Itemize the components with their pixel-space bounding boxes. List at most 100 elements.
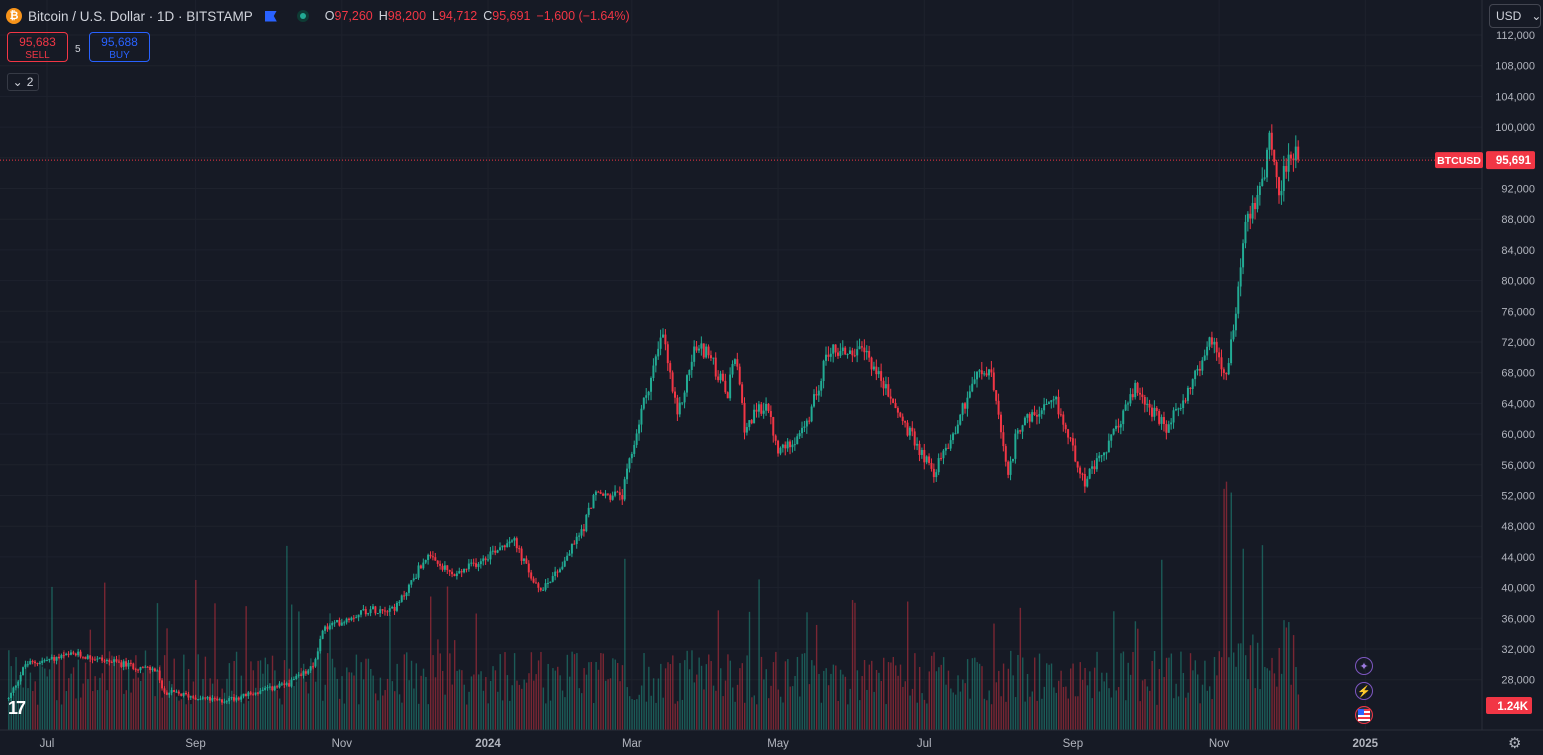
candle-body bbox=[676, 397, 679, 415]
lightning-icon[interactable]: ⚡ bbox=[1355, 682, 1373, 700]
candle-body bbox=[942, 450, 945, 459]
candle-body bbox=[388, 608, 391, 612]
candle-body bbox=[110, 661, 113, 663]
candle-body bbox=[175, 691, 178, 693]
volume-bar bbox=[640, 685, 643, 730]
collapse-indicators-button[interactable]: ⌄ 2 bbox=[7, 73, 39, 91]
candle-body bbox=[592, 494, 595, 509]
y-tick-label: 40,000 bbox=[1501, 583, 1535, 595]
volume-bar bbox=[561, 690, 564, 730]
candle-body bbox=[985, 373, 988, 376]
volume-bar bbox=[430, 596, 432, 730]
volume-bar bbox=[207, 697, 209, 730]
us-flag-icon[interactable] bbox=[1355, 706, 1373, 724]
flag-icon[interactable] bbox=[264, 10, 277, 22]
sell-button[interactable]: 95,683 SELL bbox=[7, 32, 68, 62]
volume-bar bbox=[1108, 688, 1110, 730]
volume-bar bbox=[82, 683, 84, 730]
candle-body bbox=[669, 363, 672, 373]
candle-body bbox=[302, 671, 305, 676]
candle-body bbox=[534, 582, 537, 584]
candle-body bbox=[484, 558, 487, 560]
volume-bar bbox=[72, 667, 75, 730]
candle-body bbox=[1254, 203, 1257, 210]
volume-bar bbox=[585, 674, 588, 730]
volume-bar bbox=[463, 684, 465, 730]
candle-body bbox=[664, 334, 667, 345]
candle-body bbox=[774, 435, 777, 441]
candle-body bbox=[268, 686, 271, 688]
candle-body bbox=[599, 492, 602, 494]
buy-button[interactable]: 95,688 BUY bbox=[89, 32, 150, 62]
volume-bar bbox=[875, 669, 878, 730]
candle-body bbox=[697, 348, 700, 351]
y-tick-label: 36,000 bbox=[1501, 613, 1535, 625]
volume-bar bbox=[537, 660, 540, 730]
candle-body bbox=[987, 369, 990, 376]
volume-bar bbox=[995, 682, 998, 730]
volume-bar bbox=[782, 702, 784, 730]
candle-body bbox=[709, 355, 712, 359]
volume-bar bbox=[825, 668, 827, 730]
volume-bar bbox=[1046, 663, 1048, 730]
volume-bar bbox=[863, 660, 866, 730]
candle-body bbox=[1239, 267, 1242, 287]
candle-body bbox=[635, 433, 638, 445]
candle-body bbox=[74, 653, 77, 656]
volume-bar bbox=[425, 676, 427, 730]
candle-body bbox=[173, 690, 176, 692]
volume-bar bbox=[1017, 654, 1019, 730]
candle-body bbox=[1165, 424, 1168, 433]
candle-body bbox=[192, 696, 195, 698]
volume-bar bbox=[473, 674, 475, 730]
settings-gear-icon[interactable]: ⚙ bbox=[1508, 735, 1522, 752]
candle-body bbox=[1194, 370, 1197, 380]
candle-body bbox=[446, 565, 449, 571]
candle-body bbox=[573, 543, 576, 545]
candle-body bbox=[455, 573, 458, 577]
currency-select[interactable]: USD ⌄ bbox=[1489, 4, 1541, 28]
volume-bar bbox=[523, 679, 525, 730]
volume-bar bbox=[1261, 545, 1264, 730]
sell-label: SELL bbox=[25, 50, 50, 61]
candle-body bbox=[1222, 369, 1225, 373]
volume-bar bbox=[458, 669, 461, 730]
candle-body bbox=[769, 411, 772, 418]
candle-body bbox=[604, 493, 607, 496]
volume-bar bbox=[899, 664, 902, 730]
candle-body bbox=[168, 692, 171, 695]
candle-body bbox=[899, 412, 902, 417]
volume-bar bbox=[34, 681, 36, 730]
volume-bar bbox=[775, 651, 777, 730]
candle-body bbox=[784, 444, 787, 449]
candle-body bbox=[156, 670, 159, 672]
chevron-down-icon: ⌄ bbox=[12, 75, 23, 89]
volume-bar bbox=[1232, 652, 1235, 730]
candle-body bbox=[892, 398, 895, 403]
candle-body bbox=[1091, 466, 1094, 469]
candle-body bbox=[1131, 394, 1134, 398]
volume-bar bbox=[1285, 627, 1288, 730]
volume-bar bbox=[1180, 651, 1182, 730]
volume-bar bbox=[1055, 692, 1058, 730]
sparkle-icon[interactable]: ✦ bbox=[1355, 657, 1373, 675]
volume-bar bbox=[607, 679, 609, 730]
volume-bar bbox=[353, 675, 355, 730]
volume-bar bbox=[336, 678, 338, 730]
volume-bar bbox=[1249, 645, 1252, 730]
volume-bar bbox=[245, 606, 247, 730]
y-tick-label: 92,000 bbox=[1501, 184, 1535, 196]
volume-bar bbox=[969, 698, 971, 730]
candle-body bbox=[1093, 466, 1096, 470]
candle-body bbox=[949, 440, 952, 449]
volume-bar bbox=[290, 604, 293, 730]
candle-body bbox=[705, 346, 708, 358]
candle-body bbox=[721, 373, 724, 381]
volume-bar bbox=[662, 697, 664, 730]
candle-body bbox=[22, 667, 25, 676]
candle-body bbox=[67, 653, 70, 655]
volume-bar bbox=[1048, 664, 1050, 730]
volume-bar bbox=[142, 672, 144, 730]
symbol-title[interactable]: Bitcoin / U.S. Dollar · 1D · BITSTAMP bbox=[28, 8, 253, 24]
